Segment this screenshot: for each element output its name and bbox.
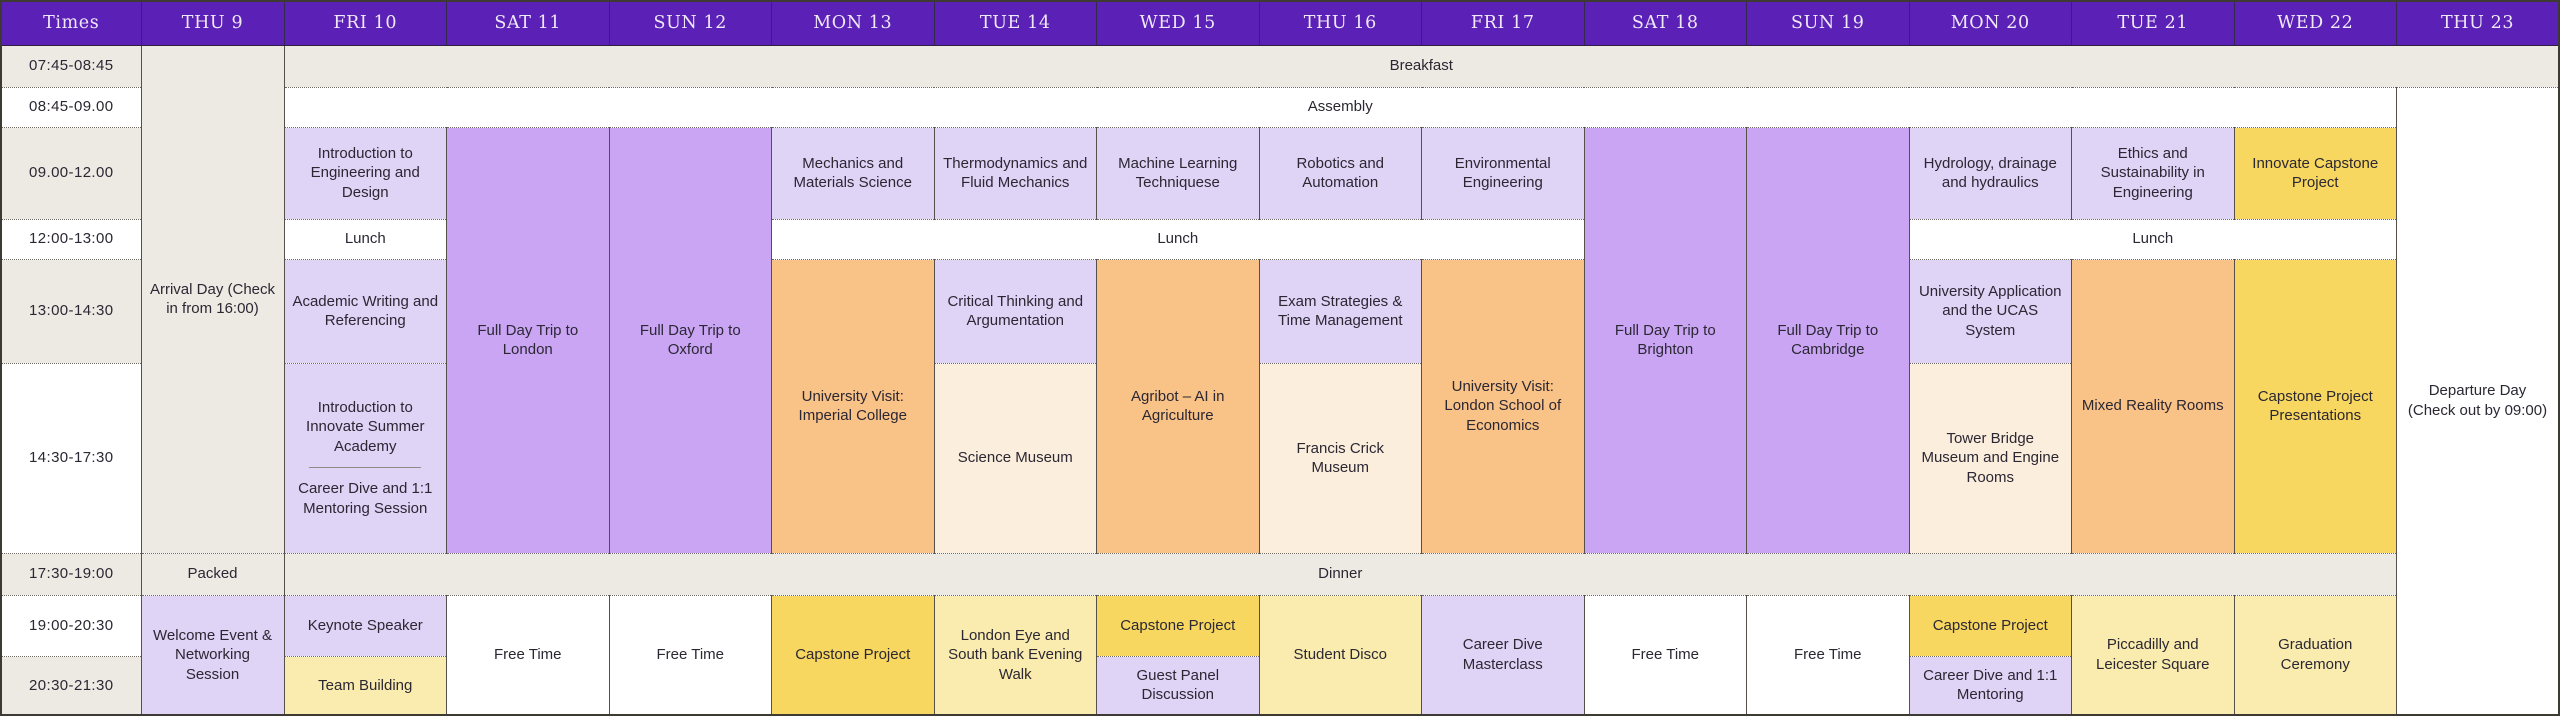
col-header-tue-21: TUE 21 (2071, 1, 2235, 46)
cell-mon20-wed22-lunch: Lunch (1908, 218, 2397, 260)
cell-sat18-trip-brighton: Full Day Trip to Brighton (1583, 126, 1747, 554)
time-slot-0900-1200: 09.00-12.00 (0, 126, 142, 220)
cell-mon20-capstone-project: Capstone Project (1908, 594, 2072, 657)
time-slot-1900-2030: 19:00-20:30 (0, 594, 142, 657)
row-0845-0900: 08:45-09.00 Assembly Departure Day (Chec… (0, 86, 2560, 716)
col-header-wed-15: WED 15 (1096, 1, 1260, 46)
cell-tue21-ethics-sustainability: Ethics and Sustainability in Engineering (2071, 126, 2235, 220)
col-header-mon-20: MON 20 (1908, 1, 2072, 46)
event-intro-innovate-academy: Introduction to Innovate Summer Academy (306, 398, 425, 455)
cell-fri10-lunch: Lunch (283, 218, 447, 260)
cell-wed22-graduation-ceremony: Graduation Ceremony (2233, 594, 2397, 716)
cell-fri17-environmental-engineering: Environmental Engineering (1421, 126, 1585, 220)
cell-fri10-intro-engineering: Introduction to Engineering and Design (283, 126, 447, 220)
col-header-thu-23: THU 23 (2396, 1, 2560, 46)
cell-tue21-mixed-reality: Mixed Reality Rooms (2071, 258, 2235, 554)
cell-tue21-piccadilly: Piccadilly and Leicester Square (2071, 594, 2235, 716)
col-header-sat-18: SAT 18 (1583, 1, 1747, 46)
cell-sun19-trip-cambridge: Full Day Trip to Cambridge (1746, 126, 1910, 554)
col-header-sun-19: SUN 19 (1746, 1, 1910, 46)
cell-divider (309, 467, 422, 469)
cell-thu9-arrival-day: Arrival Day (Check in from 16:00) (140, 44, 285, 554)
cell-tue14-london-eye-walk: London Eye and South bank Evening Walk (933, 594, 1097, 716)
col-header-fri-17: FRI 17 (1421, 1, 1585, 46)
cell-mon20-ucas-system: University Application and the UCAS Syst… (1908, 258, 2072, 364)
col-header-tue-14: TUE 14 (933, 1, 1097, 46)
cell-wed15-machine-learning: Machine Learning Techniquese (1096, 126, 1260, 220)
cell-fri10-keynote-speaker: Keynote Speaker (283, 594, 447, 657)
col-header-thu-9: THU 9 (140, 1, 285, 46)
cell-fri10-team-building: Team Building (283, 655, 447, 716)
cell-mon13-capstone-project: Capstone Project (771, 594, 935, 716)
row-1300-1430: 13:00-14:30 Academic Writing and Referen… (0, 258, 2559, 554)
col-header-sat-11: SAT 11 (446, 1, 610, 46)
row-1900-2030: 19:00-20:30 Welcome Event & Networking S… (0, 594, 2559, 716)
cell-assembly: Assembly (283, 86, 2397, 128)
event-career-dive-mentoring-session: Career Dive and 1:1 Mentoring Session (298, 480, 433, 517)
col-header-times: Times (0, 1, 142, 46)
cell-dinner: Dinner (283, 552, 2397, 596)
cell-fri17-career-masterclass: Career Dive Masterclass (1421, 594, 1585, 716)
col-header-mon-13: MON 13 (771, 1, 935, 46)
cell-sun12-free-time: Free Time (608, 594, 772, 716)
cell-mon20-tower-bridge-museum: Tower Bridge Museum and Engine Rooms (1908, 362, 2072, 554)
row-1730-1900: 17:30-19:00 Packed Dinner (0, 552, 2559, 596)
time-slot-1300-1430: 13:00-14:30 (0, 258, 142, 364)
time-slot-2030-2130: 20:30-21:30 (0, 655, 142, 716)
cell-wed15-agribot: Agribot – AI in Agriculture (1096, 258, 1260, 554)
cell-thu16-francis-crick-museum: Francis Crick Museum (1258, 362, 1422, 554)
col-header-sun-12: SUN 12 (608, 1, 772, 46)
cell-thu23-departure-day: Departure Day (Check out by 09:00) (2396, 86, 2560, 716)
cell-wed22-capstone-presentations: Capstone Project Presentations (2233, 258, 2397, 554)
cell-thu16-exam-strategies: Exam Strategies & Time Management (1258, 258, 1422, 364)
cell-mon20-career-mentoring: Career Dive and 1:1 Mentoring (1908, 655, 2072, 716)
row-0900-1200: 09.00-12.00 Introduction to Engineering … (0, 126, 2559, 554)
row-0745-0845: 07:45-08:45 Arrival Day (Check in from 1… (0, 44, 2560, 554)
col-header-wed-22: WED 22 (2233, 1, 2397, 46)
time-slot-1430-1730: 14:30-17:30 (0, 362, 142, 554)
cell-thu16-robotics-automation: Robotics and Automation (1258, 126, 1422, 220)
cell-tue14-thermodynamics: Thermodynamics and Fluid Mechanics (933, 126, 1097, 220)
header-row: Times THU 9 FRI 10 SAT 11 SUN 12 MON 13 … (0, 1, 2560, 46)
cell-tue14-science-museum: Science Museum (933, 362, 1097, 554)
cell-mon13-mechanics-materials: Mechanics and Materials Science (771, 126, 935, 220)
cell-mon20-hydrology: Hydrology, drainage and hydraulics (1908, 126, 2072, 220)
col-header-thu-16: THU 16 (1258, 1, 1422, 46)
cell-breakfast: Breakfast (283, 44, 2560, 88)
time-slot-0745-0845: 07:45-08:45 (0, 44, 142, 88)
cell-tue14-critical-thinking: Critical Thinking and Argumentation (933, 258, 1097, 364)
cell-fri10-afternoon-double: Introduction to Innovate Summer Academy … (283, 362, 447, 554)
cell-fri17-visit-lse: University Visit: London School of Econo… (1421, 258, 1585, 554)
time-slot-1730-1900: 17:30-19:00 (0, 552, 142, 596)
time-slot-1200-1300: 12:00-13:00 (0, 218, 142, 260)
cell-sat11-free-time: Free Time (446, 594, 610, 716)
cell-sat11-trip-london: Full Day Trip to London (446, 126, 610, 554)
cell-thu9-packed: Packed (140, 552, 285, 596)
col-header-fri-10: FRI 10 (283, 1, 447, 46)
cell-fri10-academic-writing: Academic Writing and Referencing (283, 258, 447, 364)
time-slot-0845-0900: 08:45-09.00 (0, 86, 142, 128)
cell-sat18-free-time: Free Time (1583, 594, 1747, 716)
cell-wed15-capstone-project: Capstone Project (1096, 594, 1260, 657)
cell-sun19-free-time: Free Time (1746, 594, 1910, 716)
cell-wed15-guest-panel: Guest Panel Discussion (1096, 655, 1260, 716)
cell-thu16-student-disco: Student Disco (1258, 594, 1422, 716)
row-1430-1730: 14:30-17:30 Introduction to Innovate Sum… (0, 362, 2559, 554)
row-1200-1300: 12:00-13:00 Lunch Lunch Lunch (0, 218, 2559, 260)
cell-wed22-innovate-capstone: Innovate Capstone Project (2233, 126, 2397, 220)
cell-thu9-welcome-event: Welcome Event & Networking Session (140, 594, 285, 716)
cell-mon13-visit-imperial: University Visit: Imperial College (771, 258, 935, 554)
cell-sun12-trip-oxford: Full Day Trip to Oxford (608, 126, 772, 554)
cell-mon13-fri17-lunch: Lunch (771, 218, 1585, 260)
row-2030-2130: 20:30-21:30 Team Building Guest Panel Di… (0, 655, 2559, 716)
